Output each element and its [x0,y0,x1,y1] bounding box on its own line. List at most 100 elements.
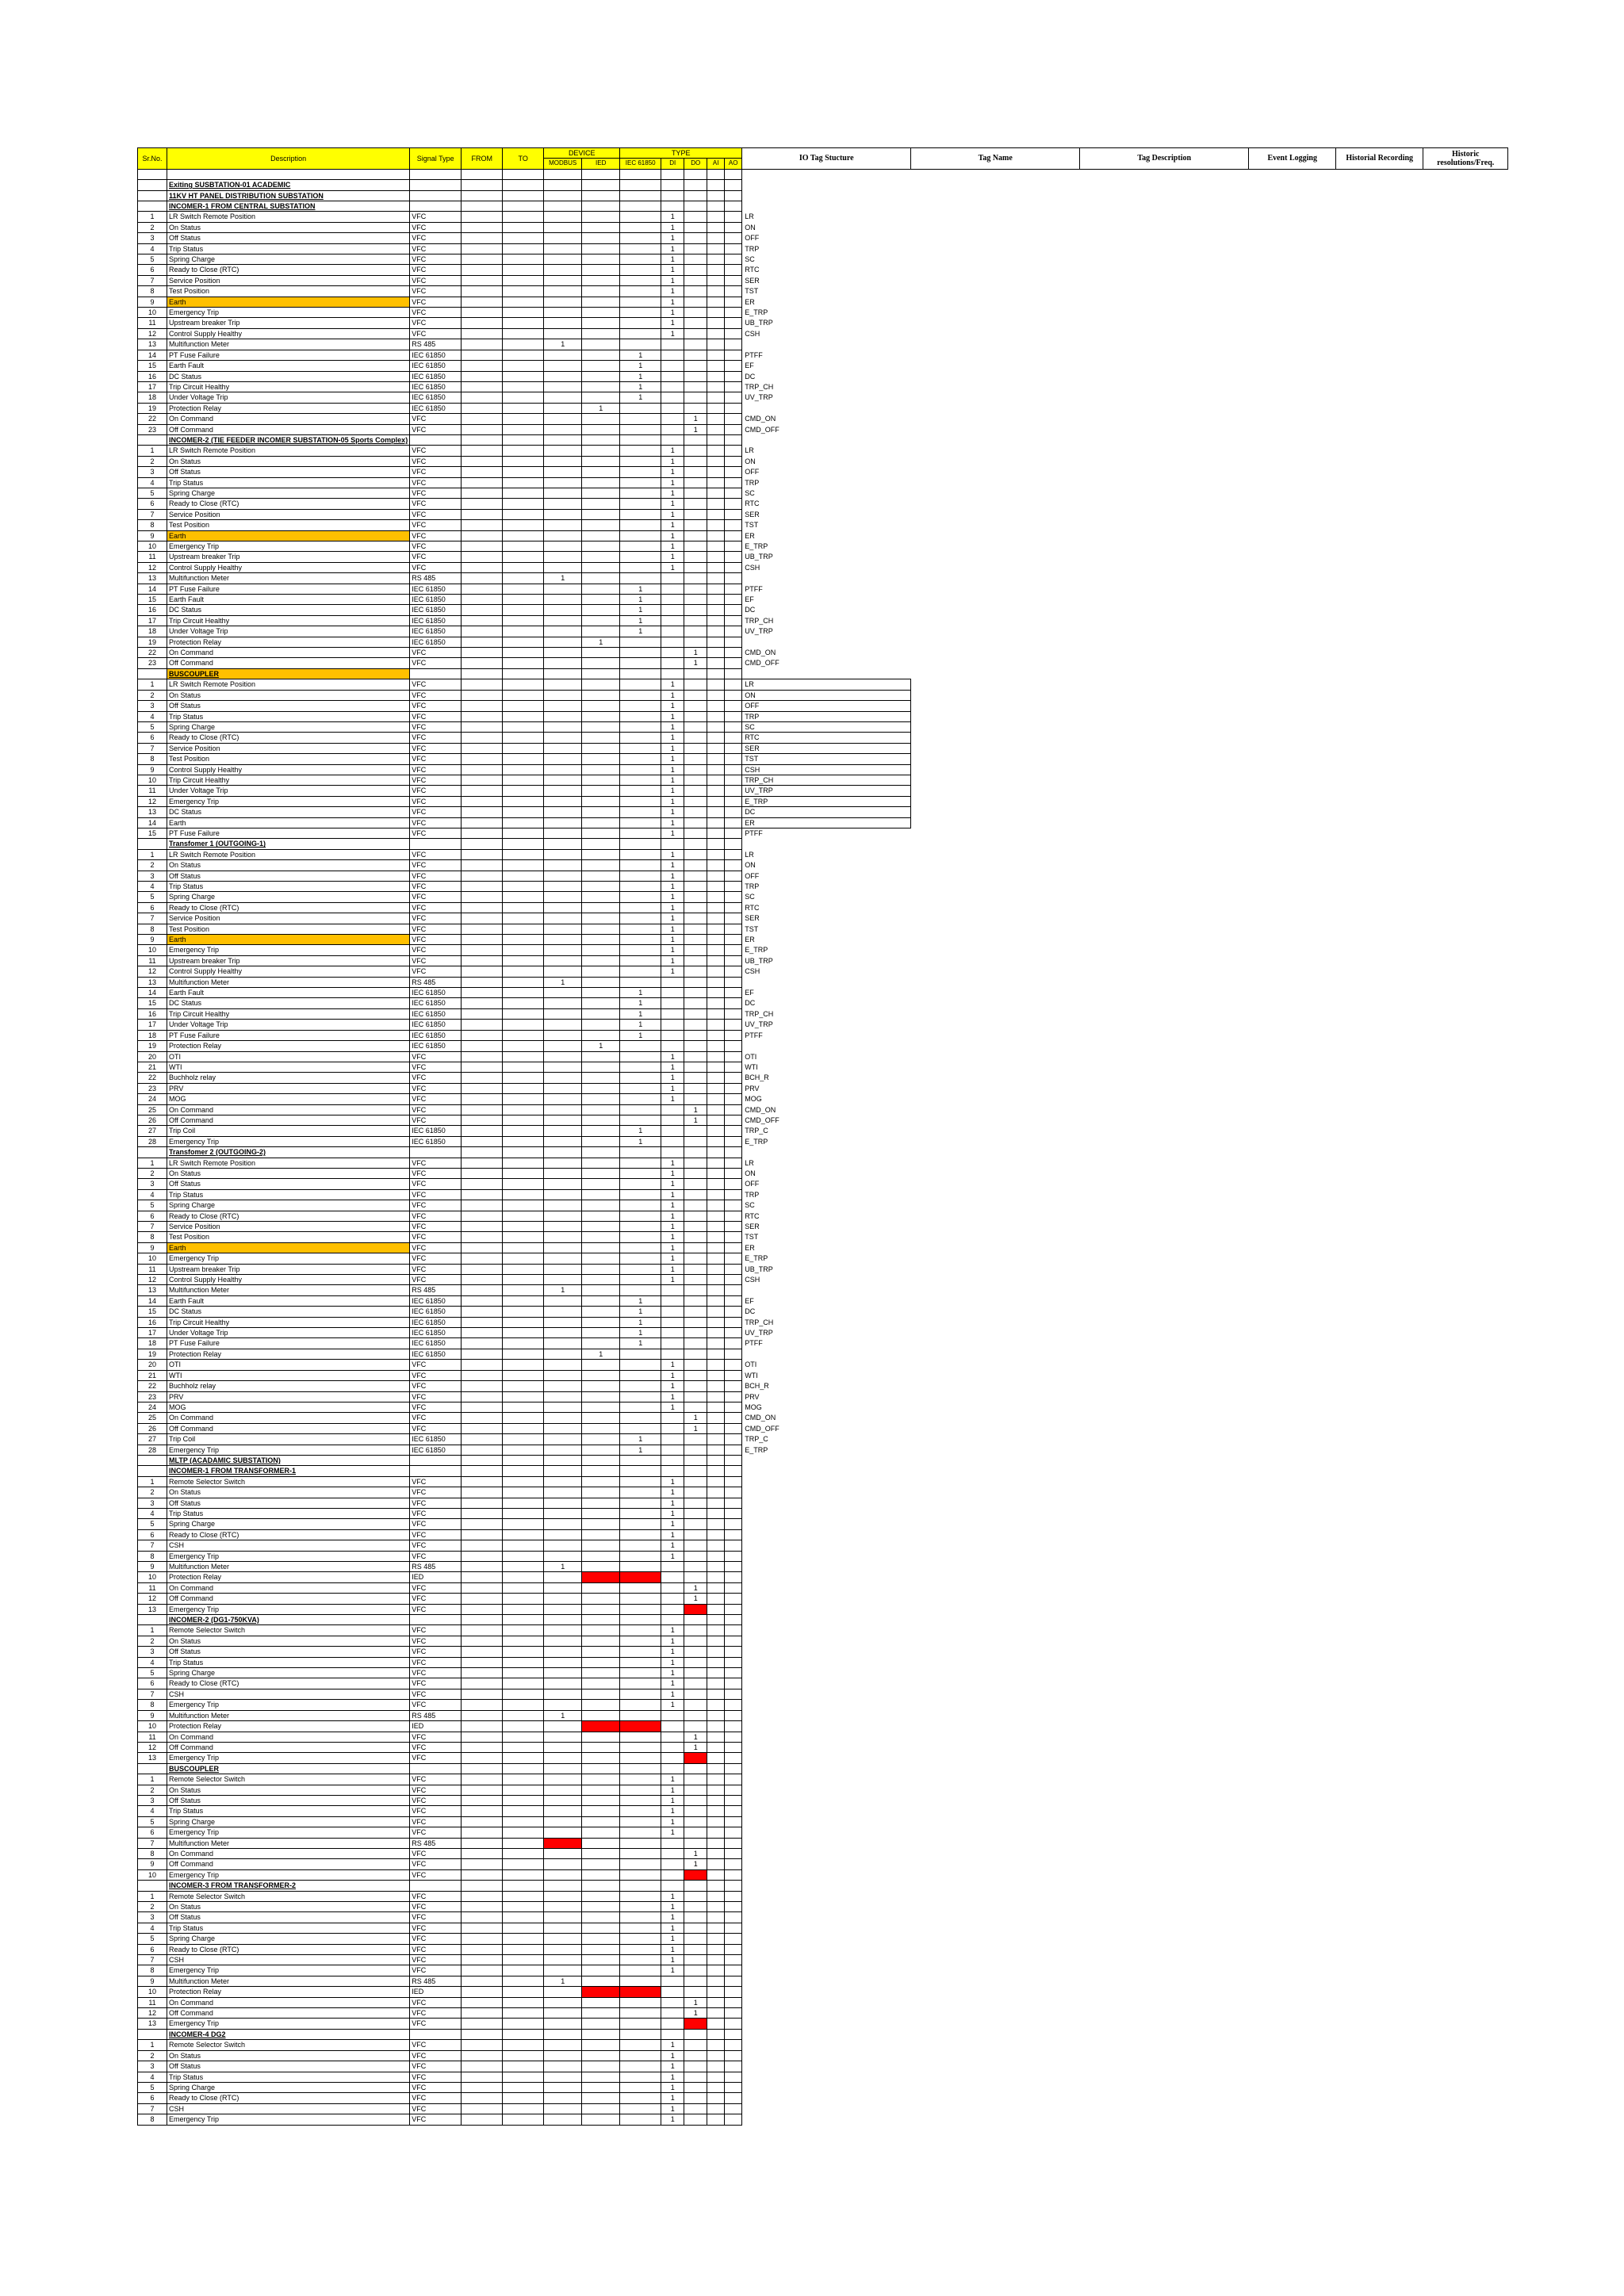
cell-empty [1249,1785,1336,1795]
cell-empty [911,297,1080,307]
cell-iec [619,285,662,297]
cell-sr-no: 13 [137,2018,167,2030]
cell-modbus [543,1019,583,1031]
cell-io-tag: DC [745,999,756,1008]
cell-modbus [543,1762,583,1775]
cell-modbus [543,795,583,808]
cell-ai [707,1040,726,1052]
cell-sr-no: 8 [137,2114,167,2126]
cell-di: 1 [661,264,685,276]
cell-description: Multifunction Meter [166,1561,411,1573]
cell-empty [1423,2029,1508,2039]
cell-empty [1249,913,1336,924]
cell-empty [1080,1965,1249,1976]
cell-signal-type: VFC [409,1847,462,1860]
cell-empty [1336,2008,1423,2019]
cell-description: On Command [166,1412,411,1424]
cell-from [461,1720,504,1732]
table-row: 11 On Command VFC 1 [137,1996,1508,2009]
cell-ai [707,1422,726,1435]
cell-to [502,2103,545,2115]
cell-empty [1336,434,1423,445]
cell-sr-no: 1 [137,445,167,457]
cell-empty [1423,828,1508,838]
cell-modbus [543,1210,583,1223]
cell-empty [1249,2061,1336,2072]
cell-io-tag [742,1881,911,1891]
cell-to [502,1731,545,1743]
cell-empty [1080,1540,1249,1551]
cell-empty [1336,1742,1423,1752]
cell-empty [911,733,1080,743]
cell-empty [1080,1923,1249,1933]
cell-sr-no: 9 [137,763,167,775]
cell-empty [1423,1211,1508,1221]
cell-modbus [543,1465,583,1477]
cell-empty [1423,775,1508,785]
cell-empty [1249,1200,1336,1211]
cell-ai [707,2007,726,2019]
cell-sr-no: 6 [137,498,167,510]
cell-ao [724,1550,743,1563]
cell-description: Ready to Close (RTC) [166,1210,411,1223]
cell-ao [724,1316,743,1329]
cell-ao [724,1263,743,1276]
cell-ied [581,1688,621,1701]
cell-ai [707,498,726,510]
cell-do [684,1391,708,1402]
cell-modbus [543,817,583,828]
cell-io-tag [742,1848,911,1858]
cell-empty [1423,721,1508,732]
cell-ai [707,1444,726,1456]
cell-do [684,1518,708,1530]
cell-empty [1080,424,1249,434]
cell-to [502,1965,545,1976]
cell-io-tag [742,1540,911,1551]
cell-sr-no: 2 [137,221,167,234]
cell-empty [1336,1529,1423,1540]
table-row: 3 Off Status VFC 1 OFF [137,232,1508,244]
cell-modbus [543,710,583,722]
cell-ied [581,2103,621,2115]
cell-signal-type [409,1146,462,1158]
cell-modbus [543,721,583,733]
cell-from [461,774,504,786]
table-row: 23 Off Command VFC 1 CMD_OFF [137,657,1508,669]
cell-empty [1080,1168,1249,1178]
cell-empty [1336,1062,1423,1072]
cell-empty [1249,977,1336,987]
cell-empty [1336,2103,1423,2114]
cell-description: Earth Fault [166,594,411,606]
cell-empty [1080,1944,1249,1954]
cell-from [461,700,504,712]
header-historical-recording: Historial Recording [1335,147,1424,170]
cell-di: 1 [661,1359,685,1371]
table-row [137,168,1508,181]
cell-modbus [543,1327,583,1339]
cell-empty [911,509,1080,519]
cell-ai [707,997,726,1009]
cell-signal-type: VFC [409,774,462,786]
cell-empty [1080,212,1249,222]
table-row: 27 Trip Coil IEC 61850 1 TRP_C [137,1433,1508,1445]
cell-modbus [543,614,583,627]
cell-modbus [543,1188,583,1201]
cell-ied [581,1699,621,1711]
cell-di: 1 [661,2049,685,2062]
cell-signal-type: VFC [409,1540,462,1552]
cell-iec [619,189,662,202]
section-row: INCOMER-2 (TIE FEEDER INCOMER SUBSTATION… [137,434,1508,446]
cell-di: 1 [661,254,685,266]
cell-ao [724,583,743,595]
cell-empty [911,1636,1080,1646]
cell-from [461,487,504,499]
cell-empty [1249,1625,1336,1636]
cell-to [502,1922,545,1934]
cell-signal-type: VFC [409,2103,462,2115]
cell-empty [1080,1158,1249,1168]
cell-empty [911,1094,1080,1104]
cell-ai [707,327,726,340]
cell-di: 1 [661,2071,685,2083]
cell-do [684,997,708,1009]
cell-empty [1423,1264,1508,1274]
